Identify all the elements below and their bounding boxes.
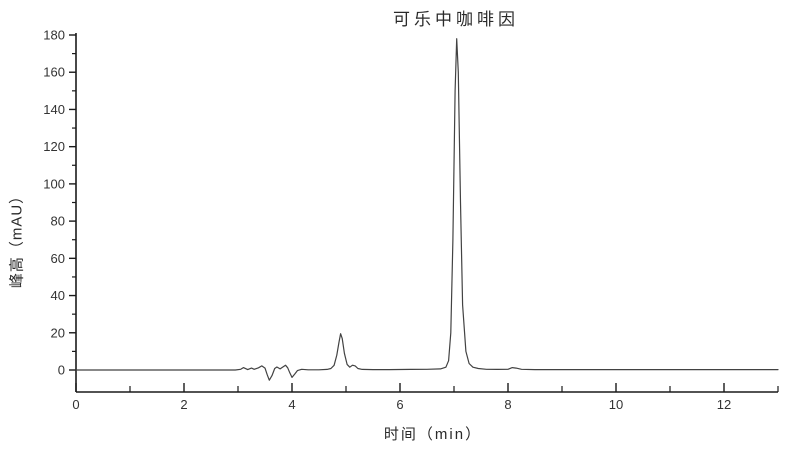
chart-title: 可乐中咖啡因 — [393, 10, 519, 29]
y-tick-label: 0 — [58, 363, 65, 378]
x-tick-label: 2 — [180, 397, 187, 412]
x-tick-label: 10 — [609, 397, 623, 412]
x-tick-label: 8 — [504, 397, 511, 412]
x-tick-label: 12 — [717, 397, 731, 412]
y-tick-label: 20 — [51, 325, 65, 340]
y-tick-label: 100 — [43, 176, 65, 191]
y-tick-label: 40 — [51, 288, 65, 303]
y-tick-label: 160 — [43, 65, 65, 80]
y-tick-label: 120 — [43, 139, 65, 154]
x-tick-label: 6 — [396, 397, 403, 412]
x-tick-label: 4 — [288, 397, 295, 412]
y-tick-label: 140 — [43, 102, 65, 117]
y-tick-label: 80 — [51, 214, 65, 229]
x-axis-label: 时间（min） — [383, 426, 483, 443]
x-tick-label: 0 — [72, 397, 79, 412]
y-tick-label: 180 — [43, 28, 65, 43]
chromatogram-trace — [75, 38, 779, 381]
y-tick-label: 60 — [51, 251, 65, 266]
